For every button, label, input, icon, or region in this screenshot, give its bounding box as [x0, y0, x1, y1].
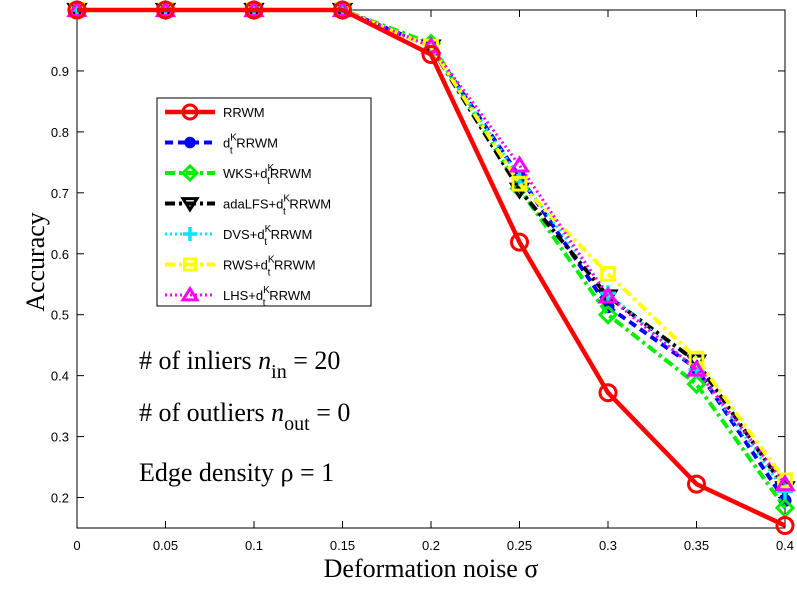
x-tick-label: 0.05 [153, 538, 178, 553]
legend-label: dK t RRWM [223, 133, 278, 157]
x-tick-label: 0 [73, 538, 80, 553]
marker-circle [687, 474, 706, 494]
series-layer [66, 0, 796, 536]
y-tick-label: 0.7 [51, 186, 69, 201]
marker-diamond [597, 304, 619, 325]
marker-square [511, 175, 528, 192]
marker-square [600, 265, 616, 282]
y-tick-label: 0.6 [51, 247, 69, 262]
legend: RRWM dK t RRWM WKS+dK tRRWM adaLFS+dK t RRWM DV… [156, 97, 372, 309]
legend-item: WKS+dK tRRWM [165, 163, 312, 187]
legend-item: RWS+dK t RRWM [165, 255, 316, 279]
legend-label: WKS+dK tRRWM [223, 163, 312, 187]
marker-plus [183, 227, 197, 241]
series-line [77, 7, 786, 528]
marker-circle [244, 0, 264, 20]
outliers-annotation: # of outliers nout = 0 [139, 398, 350, 435]
y-tick-label: 0.2 [51, 491, 69, 506]
annotations: # of inliers nin = 20 # of outliers nout… [139, 346, 350, 487]
marker-circle [598, 383, 618, 403]
x-tick-label: 0.2 [422, 538, 440, 553]
marker-circle [421, 44, 441, 64]
marker-circle [181, 103, 199, 121]
legend-label: DVS+dK t RRWM [223, 224, 312, 248]
x-tick-label: 0.3 [599, 538, 617, 553]
y-tick-label: 0.9 [51, 64, 69, 79]
marker-triangle-up [180, 285, 200, 302]
marker-circle [775, 516, 795, 536]
marker-triangle-up [685, 359, 708, 377]
y-tick-label: 0.3 [51, 430, 69, 445]
marker-triangle-up [774, 474, 796, 492]
marker-circle [510, 232, 529, 252]
marker-square [777, 472, 793, 489]
marker-triangle-up [508, 155, 531, 173]
y-axis-title: Accuracy [21, 212, 50, 312]
x-tick-label: 0.15 [330, 538, 355, 553]
marker-diamond [686, 374, 707, 395]
marker-circle [333, 0, 352, 20]
y-tick-label: 0.4 [51, 369, 69, 384]
legend-label: RWS+dK t RRWM [223, 255, 316, 279]
marker-square [182, 257, 198, 272]
x-tick-label: 0.4 [776, 538, 794, 553]
marker-triangle-down [180, 197, 200, 213]
legend-label: adaLFS+dK t RRWM [223, 194, 331, 218]
x-tick-label: 0.1 [245, 538, 263, 553]
y-tick-label: 0.5 [51, 308, 69, 323]
x-axis-title: Deformation noise σ [324, 554, 539, 583]
legend-item: LHS+dK t RRWM [165, 285, 311, 309]
marker-triangle-up [597, 286, 619, 304]
legend-item: RRWM [165, 103, 265, 121]
legend-item: dK t RRWM [165, 133, 278, 157]
x-tick-label: 0.35 [684, 538, 709, 553]
marker-dot [184, 136, 196, 149]
density-annotation: Edge density ρ = 1 [139, 458, 334, 487]
marker-diamond [774, 497, 796, 519]
legend-item: adaLFS+dK t RRWM [165, 194, 331, 218]
marker-circle [156, 0, 175, 20]
inliers-annotation: # of inliers nin = 20 [139, 346, 340, 383]
legend-label: RRWM [223, 105, 265, 120]
x-tick-label: 0.25 [507, 538, 532, 553]
marker-diamond [180, 163, 200, 183]
legend-item: DVS+dK t RRWM [165, 224, 312, 248]
marker-circle [67, 0, 87, 20]
axes: 0 0.05 0.1 0.15 0.2 0.25 0.3 0.35 0.4 0.2 0.3 0.4 0.… [51, 10, 794, 553]
y-tick-label: 0.8 [51, 125, 69, 140]
legend-label: LHS+dK t RRWM [223, 285, 311, 309]
series-0 [67, 0, 795, 536]
